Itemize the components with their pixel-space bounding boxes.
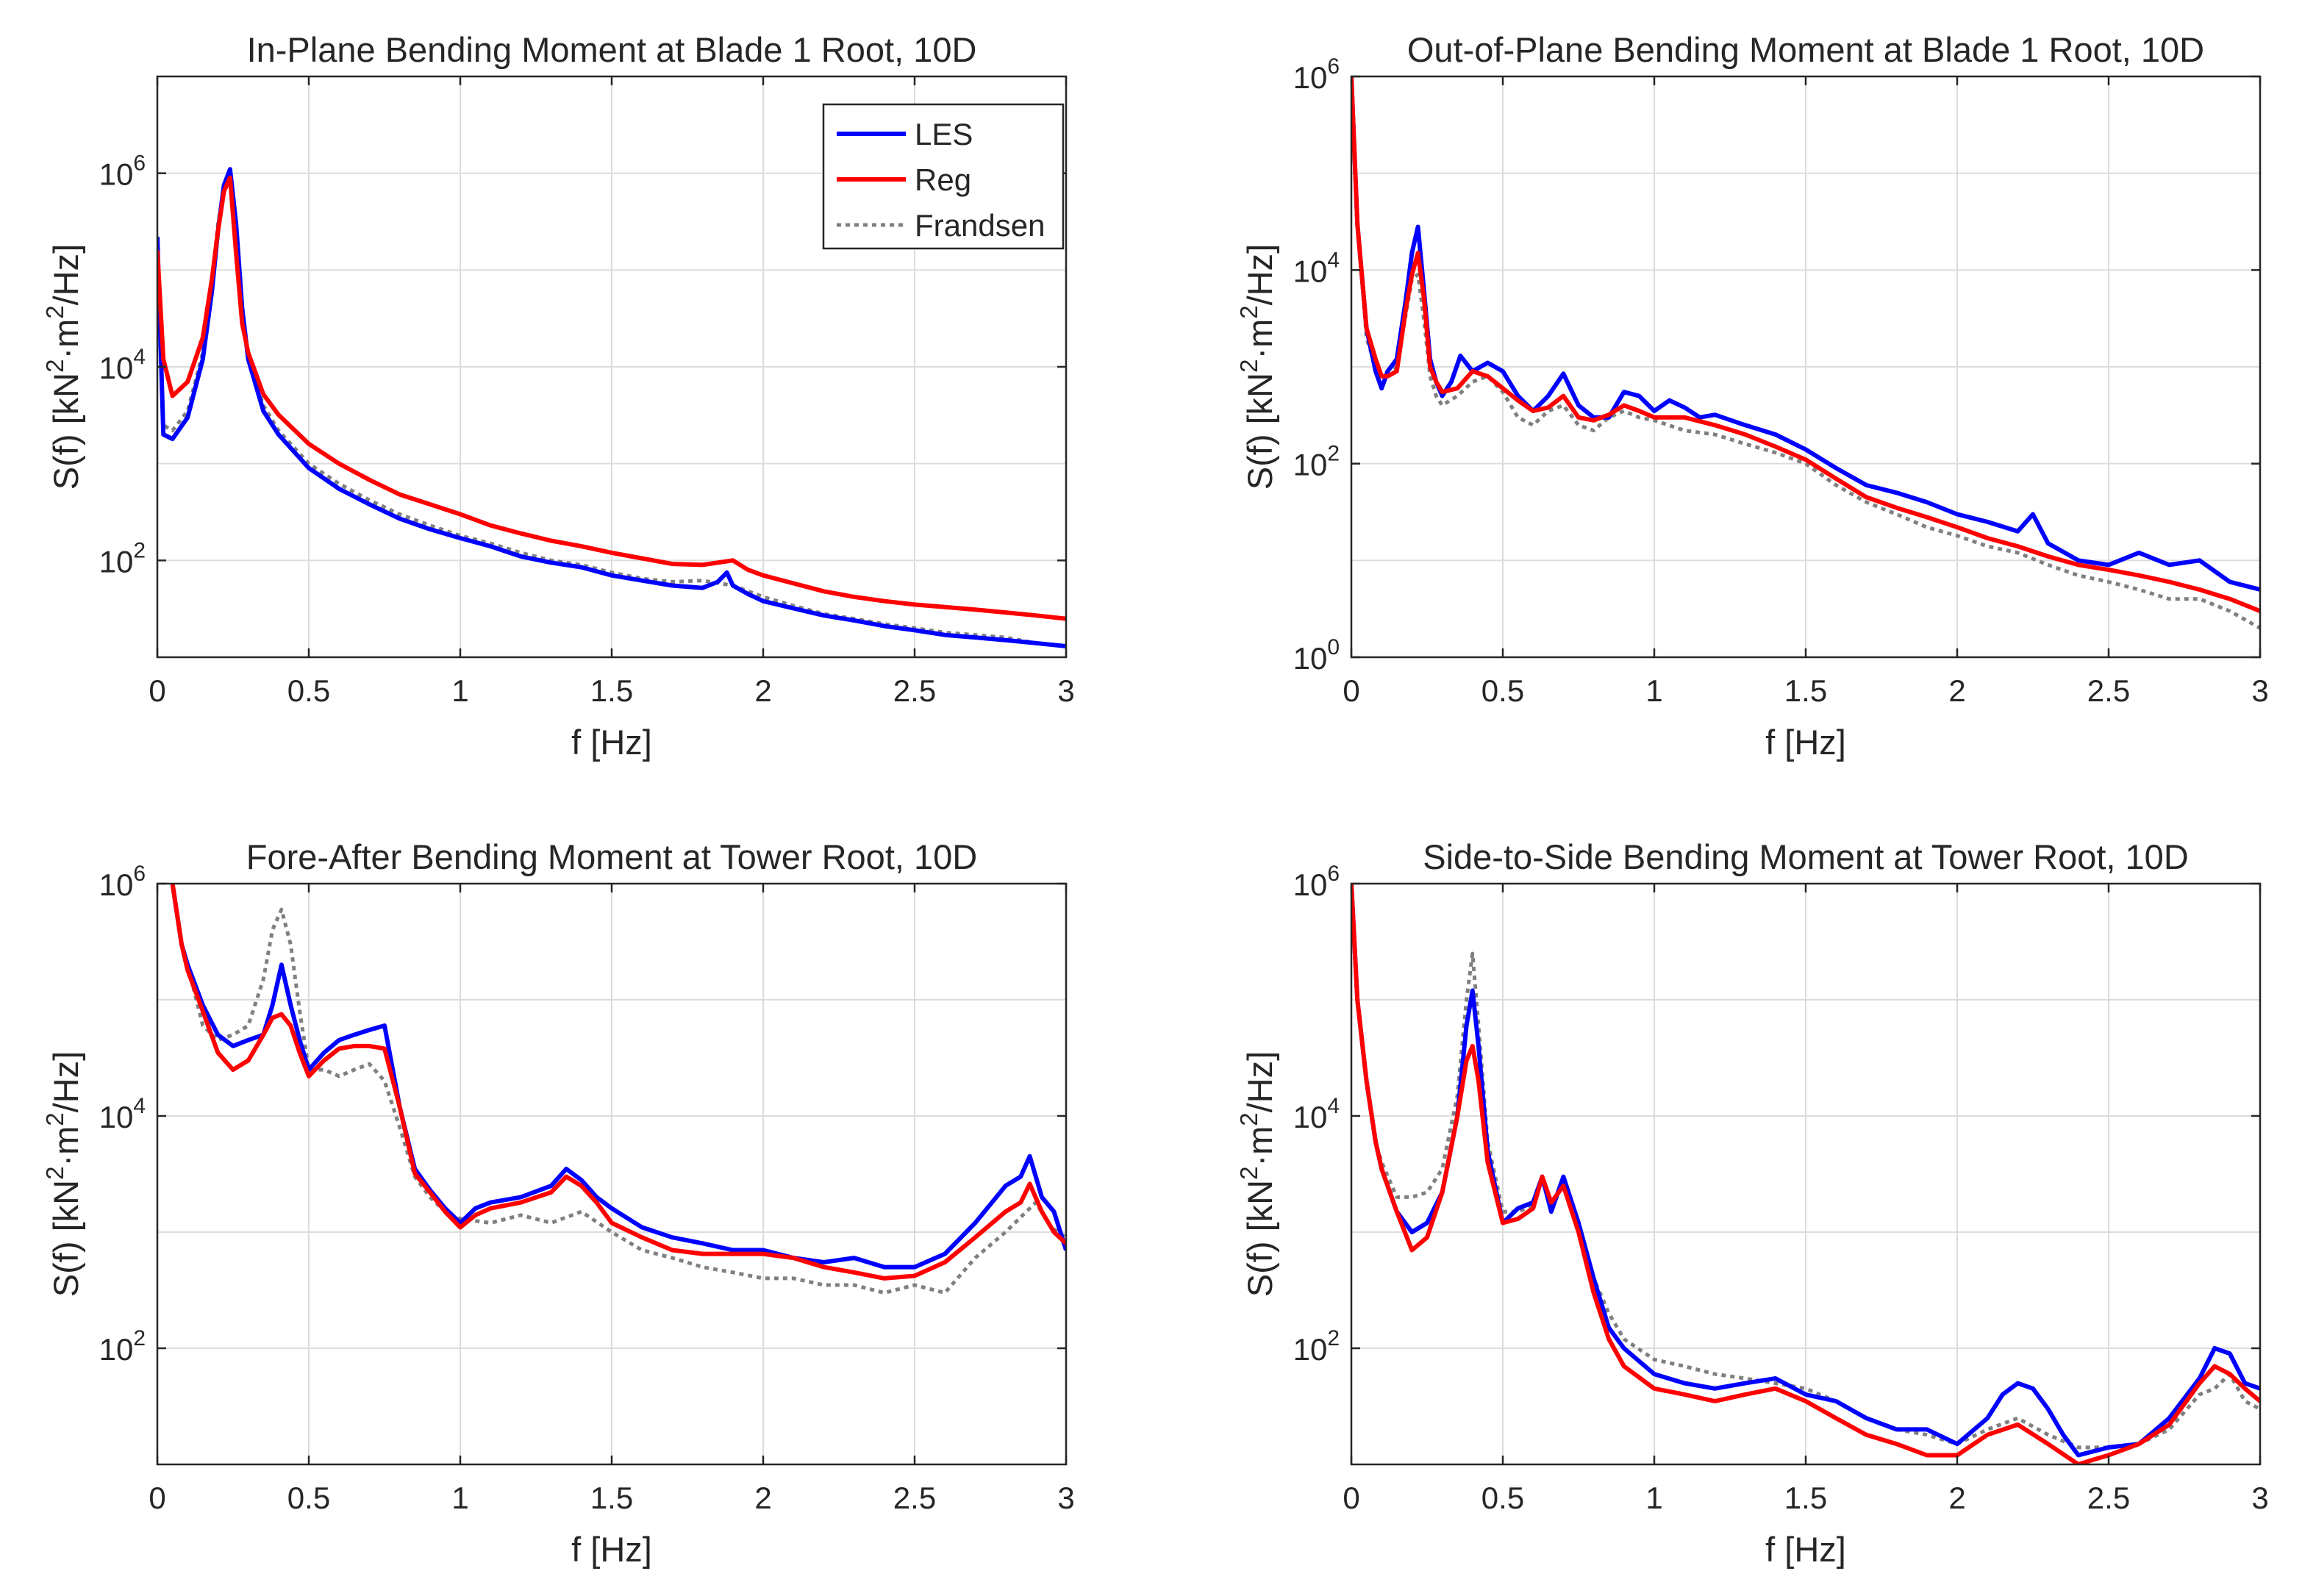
- x-tick-label: 1.5: [590, 673, 633, 708]
- legend-label-reg: Reg: [915, 162, 971, 197]
- x-axis-label: f [Hz]: [571, 1530, 652, 1569]
- chart-title: Out-of-Plane Bending Moment at Blade 1 R…: [1407, 30, 2204, 69]
- legend-label-frandsen: Frandsen: [915, 208, 1045, 243]
- series-group: [170, 884, 1066, 1295]
- series-line-reg: [1351, 76, 2260, 613]
- series-line-reg: [170, 884, 1066, 1281]
- legend-label-les: LES: [915, 117, 973, 151]
- y-axis-label: S(f) [kN2·m2/Hz]: [41, 244, 85, 490]
- y-tick-label: 106: [99, 862, 146, 902]
- y-tick-label: 104: [1293, 1094, 1340, 1134]
- x-tick-label: 1: [451, 673, 468, 708]
- y-axis-label: S(f) [kN2·m2/Hz]: [41, 1051, 85, 1297]
- x-tick-label: 1.5: [1784, 673, 1827, 708]
- x-tick-label: 0: [1343, 673, 1359, 708]
- x-tick-label: 0.5: [1481, 1481, 1524, 1515]
- grid: [157, 884, 1067, 1465]
- y-tick-label: 104: [99, 345, 146, 385]
- x-tick-label: 2: [1948, 673, 1965, 708]
- x-tick-label: 0: [149, 673, 165, 708]
- y-axis-label: S(f) [kN2·m2/Hz]: [1235, 1051, 1279, 1297]
- series-line-reg: [157, 175, 1066, 621]
- x-tick-label: 0: [149, 1481, 165, 1515]
- series-line-les: [1351, 76, 2260, 592]
- y-tick-label: 102: [99, 1326, 146, 1367]
- x-tick-label: 1: [1645, 1481, 1662, 1515]
- chart-panel-4: 0 0.5 1 1.5 2 2.5 3 102 104 106 Side-to-Side Bendi…: [1235, 837, 2269, 1569]
- x-tick-label: 1.5: [590, 1481, 633, 1515]
- y-axis-label: S(f) [kN2·m2/Hz]: [1235, 244, 1279, 490]
- x-tick-label: 2.5: [2087, 1481, 2130, 1515]
- series-line-reg: [1351, 884, 2260, 1464]
- y-tick-label: 106: [1293, 862, 1340, 902]
- chart-panel-2: 0 0.5 1 1.5 2 2.5 3 100 102 104 106 Out-of-Plane Be…: [1235, 30, 2269, 762]
- y-tick-label: 104: [1293, 248, 1340, 288]
- x-tick-label: 2.5: [893, 673, 936, 708]
- x-tick-label: 0.5: [287, 673, 330, 708]
- chart-title: Fore-After Bending Moment at Tower Root,…: [246, 837, 977, 876]
- y-tick-label: 102: [99, 538, 146, 579]
- x-axis-label: f [Hz]: [1765, 723, 1846, 762]
- x-tick-label: 1: [451, 1481, 468, 1515]
- x-tick-label: 2: [1948, 1481, 1965, 1515]
- x-axis-label: f [Hz]: [571, 723, 652, 762]
- x-tick-label: 2: [754, 673, 771, 708]
- series-group: [1351, 884, 2260, 1464]
- x-tick-label: 2.5: [2087, 673, 2130, 708]
- series-line-les: [157, 167, 1066, 648]
- series-group: [1351, 76, 2260, 630]
- legend: LES Reg Frandsen: [822, 103, 1065, 250]
- chart-title: Side-to-Side Bending Moment at Tower Roo…: [1423, 837, 2189, 876]
- y-tick-label: 102: [1293, 1326, 1340, 1367]
- y-tick-label: 104: [99, 1094, 146, 1134]
- x-tick-label: 0: [1343, 1481, 1359, 1515]
- y-tick-label: 100: [1293, 635, 1340, 676]
- chart-panel-1: 0 0.5 1 1.5 2 2.5 3 102 104 106 In-Plane Bending M…: [41, 30, 1075, 762]
- x-tick-label: 2.5: [893, 1481, 936, 1515]
- series-line-frandsen: [1351, 884, 2260, 1450]
- x-tick-label: 0.5: [287, 1481, 330, 1515]
- x-tick-label: 1: [1645, 673, 1662, 708]
- x-tick-label: 3: [2251, 673, 2268, 708]
- x-tick-label: 3: [1057, 1481, 1074, 1515]
- series-line-les: [170, 884, 1066, 1270]
- y-tick-label: 102: [1293, 442, 1340, 482]
- x-tick-label: 1.5: [1784, 1481, 1827, 1515]
- x-tick-label: 2: [754, 1481, 771, 1515]
- series-group: [157, 167, 1066, 648]
- y-tick-label: 106: [99, 151, 146, 192]
- x-axis-label: f [Hz]: [1765, 1530, 1846, 1569]
- y-tick-label: 106: [1293, 54, 1340, 95]
- x-tick-label: 3: [2251, 1481, 2268, 1515]
- x-tick-label: 0.5: [1481, 673, 1524, 708]
- chart-panel-3: 0 0.5 1 1.5 2 2.5 3 102 104 106 Fore-After Bending…: [41, 837, 1075, 1569]
- chart-title: In-Plane Bending Moment at Blade 1 Root,…: [247, 30, 977, 69]
- x-tick-label: 3: [1057, 673, 1074, 708]
